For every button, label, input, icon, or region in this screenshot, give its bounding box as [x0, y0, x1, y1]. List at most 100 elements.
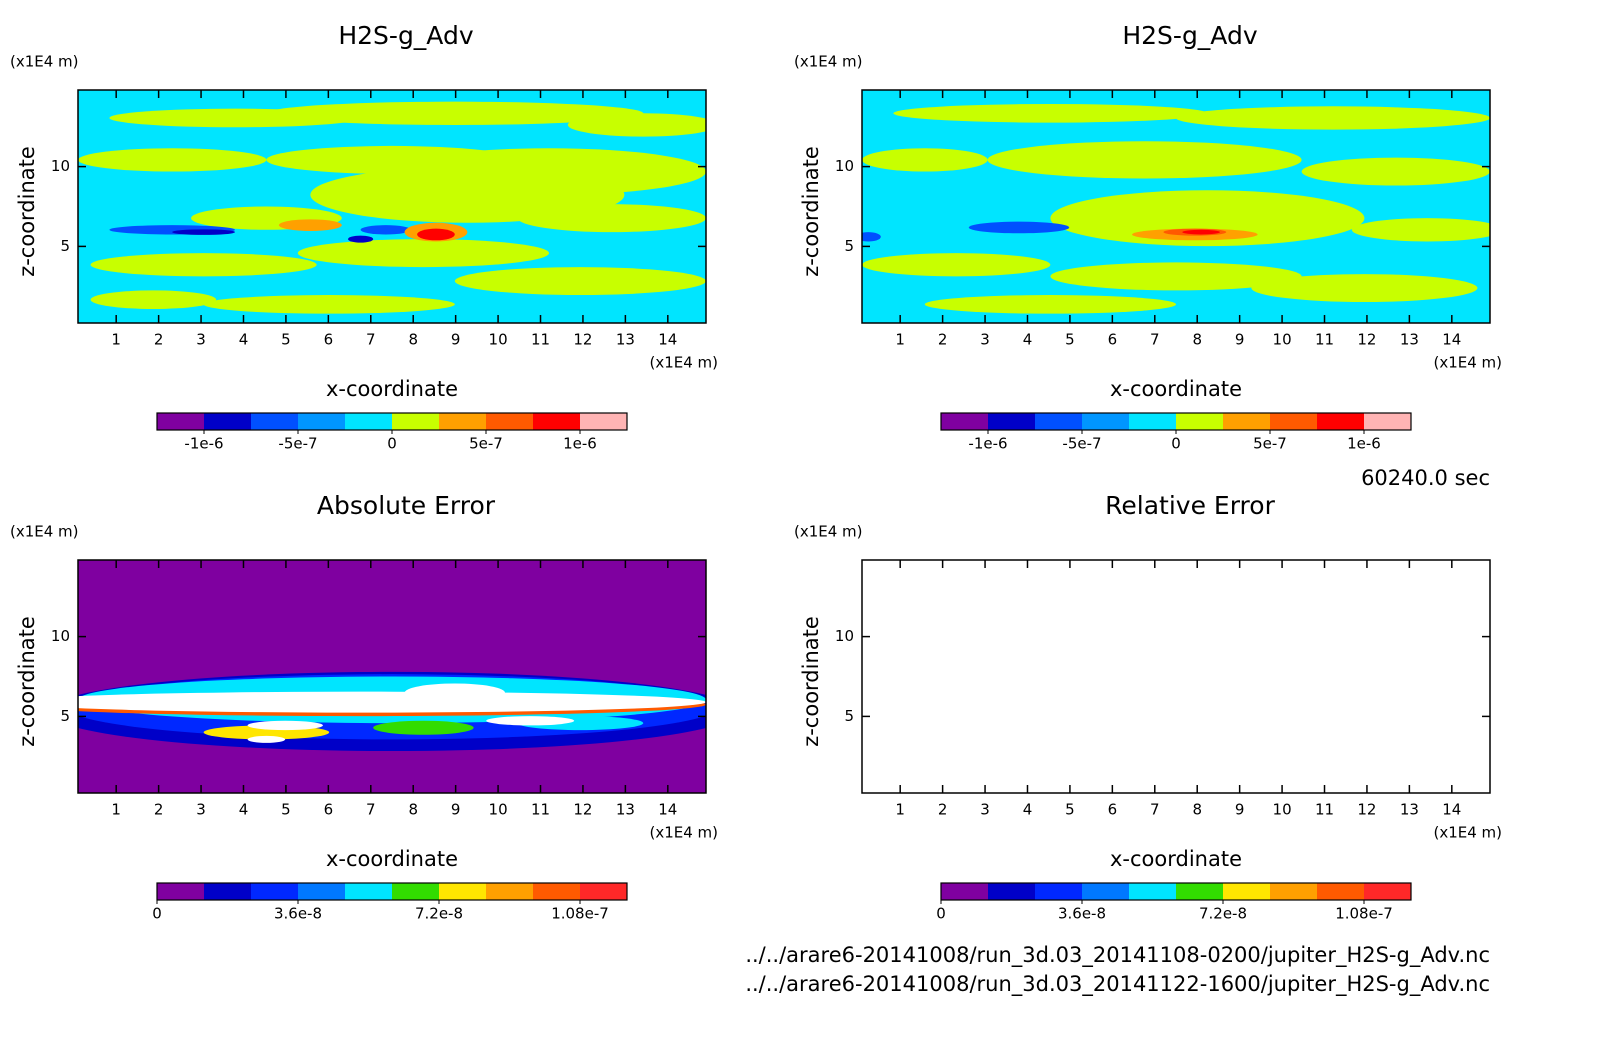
- y-tick-label: 10: [51, 157, 70, 175]
- x-unit: (x1E4 m): [649, 824, 718, 842]
- x-tick-label: 4: [1023, 331, 1033, 349]
- x-tick-label: 1: [111, 331, 121, 349]
- colorbar-tick-label: 0: [1171, 435, 1181, 453]
- y-unit: (x1E4 m): [10, 523, 79, 541]
- y-tick-label: 10: [51, 627, 70, 645]
- colorbar-box: [1364, 883, 1412, 900]
- x-tick-label: 2: [154, 801, 164, 819]
- contour-region: [1050, 262, 1302, 291]
- contour-region: [90, 253, 317, 277]
- y-tick-label: 10: [835, 157, 854, 175]
- colorbar-box: [204, 413, 252, 430]
- colorbar-box: [988, 883, 1036, 900]
- x-tick-label: 4: [1023, 801, 1033, 819]
- contour-region: [862, 253, 1051, 277]
- x-tick-label: 10: [1273, 801, 1292, 819]
- x-tick-label: 8: [1192, 801, 1202, 819]
- contour-region: [893, 103, 1208, 123]
- colorbar-box: [1129, 883, 1177, 900]
- colorbar-box: [1035, 883, 1083, 900]
- field-background: [862, 560, 1490, 793]
- x-tick-label: 6: [324, 331, 334, 349]
- contour-region: [862, 232, 881, 242]
- contour-region: [78, 148, 267, 172]
- y-tick-label: 5: [60, 237, 70, 255]
- x-tick-label: 4: [239, 801, 249, 819]
- x-tick-label: 11: [1315, 801, 1334, 819]
- y-tick-label: 5: [844, 237, 854, 255]
- colorbar-box: [1223, 413, 1271, 430]
- colorbar-tick-label: 3.6e-8: [274, 905, 322, 923]
- x-tick-label: 5: [1065, 331, 1075, 349]
- contour-region: [417, 228, 455, 241]
- y-axis-label: z-coordinate: [15, 146, 39, 277]
- x-tick-label: 4: [239, 331, 249, 349]
- colorbar-box: [988, 413, 1036, 430]
- y-unit: (x1E4 m): [794, 53, 863, 71]
- x-tick-label: 1: [895, 801, 905, 819]
- x-tick-label: 13: [616, 801, 635, 819]
- x-tick-label: 11: [531, 801, 550, 819]
- plot-frame: [77, 89, 707, 324]
- y-tick-label: 5: [844, 707, 854, 725]
- x-tick-label: 7: [366, 801, 376, 819]
- x-tick-label: 5: [281, 801, 291, 819]
- contour-region: [78, 691, 706, 713]
- x-tick-label: 3: [980, 801, 990, 819]
- colorbar-box: [439, 413, 487, 430]
- x-tick-label: 1: [111, 801, 121, 819]
- colorbar-tick-label: 0: [936, 905, 946, 923]
- y-axis-label: z-coordinate: [15, 616, 39, 747]
- contour-region: [486, 716, 575, 726]
- x-unit: (x1E4 m): [1433, 354, 1502, 372]
- contour-region: [987, 141, 1302, 179]
- colorbar-box: [345, 413, 393, 430]
- contour-region: [90, 290, 217, 310]
- x-tick-label: 12: [1357, 331, 1376, 349]
- colorbar-box: [533, 413, 581, 430]
- x-tick-label: 1: [895, 331, 905, 349]
- contour-region: [862, 148, 988, 172]
- plot-frame: [77, 559, 707, 794]
- x-axis-label: x-coordinate: [1110, 377, 1242, 401]
- colorbar-box: [1270, 883, 1318, 900]
- time-label: 60240.0 sec: [1361, 466, 1490, 490]
- x-unit: (x1E4 m): [649, 354, 718, 372]
- x-tick-label: 3: [980, 331, 990, 349]
- colorbar-tick-label: 1.08e-7: [551, 905, 609, 923]
- x-tick-label: 9: [451, 801, 461, 819]
- x-tick-label: 2: [938, 801, 948, 819]
- colorbar-box: [580, 413, 628, 430]
- colorbar-tick-label: 0: [152, 905, 162, 923]
- colorbar-tick-label: 7.2e-8: [415, 905, 463, 923]
- colorbar-tick-label: 5e-7: [469, 435, 503, 453]
- x-tick-label: 3: [196, 331, 206, 349]
- file-path: ../../arare6-20141008/run_3d.03_20141108…: [745, 943, 1490, 968]
- chart-title: Relative Error: [1105, 491, 1275, 520]
- colorbar-box: [1176, 413, 1224, 430]
- y-tick-label: 5: [60, 707, 70, 725]
- colorbar-box: [392, 413, 440, 430]
- x-tick-label: 8: [408, 801, 418, 819]
- colorbar-tick-label: 1.08e-7: [1335, 905, 1393, 923]
- y-axis-label: z-coordinate: [799, 616, 823, 747]
- colorbar-box: [1317, 883, 1365, 900]
- x-tick-label: 8: [1192, 331, 1202, 349]
- colorbar-box: [486, 413, 534, 430]
- chart-title: Absolute Error: [317, 491, 496, 520]
- colorbar-tick-label: -1e-6: [968, 435, 1007, 453]
- x-tick-label: 14: [658, 801, 677, 819]
- contour-region: [404, 683, 506, 703]
- x-tick-label: 5: [1065, 801, 1075, 819]
- x-tick-label: 11: [531, 331, 550, 349]
- x-tick-label: 10: [489, 801, 508, 819]
- colorbar-box: [941, 883, 989, 900]
- x-tick-label: 8: [408, 331, 418, 349]
- colorbar-box: [1082, 883, 1130, 900]
- colorbar-tick-label: 7.2e-8: [1199, 905, 1247, 923]
- contour-region: [1351, 218, 1490, 242]
- x-tick-label: 14: [1442, 331, 1461, 349]
- contour-region: [517, 204, 706, 233]
- x-tick-label: 11: [1315, 331, 1334, 349]
